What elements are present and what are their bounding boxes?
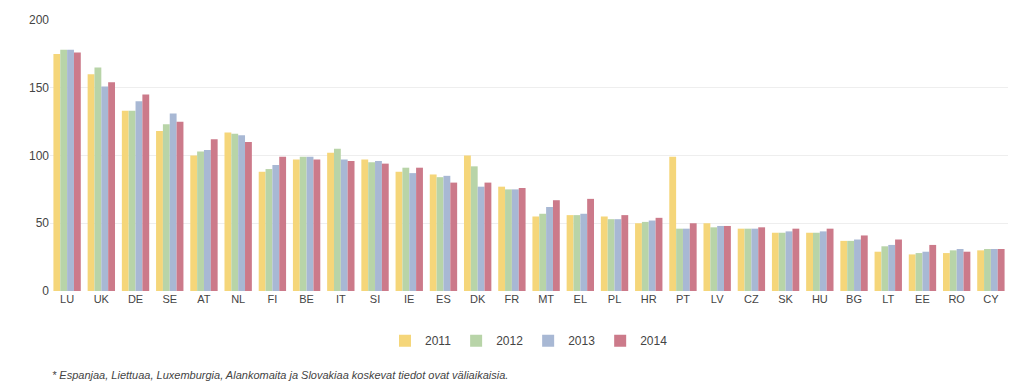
svg-text:BG: BG — [846, 293, 862, 305]
svg-text:2013: 2013 — [568, 334, 595, 348]
svg-text:50: 50 — [36, 216, 50, 230]
svg-text:MT: MT — [538, 293, 554, 305]
svg-text:IT: IT — [336, 293, 346, 305]
svg-text:SE: SE — [162, 293, 177, 305]
svg-text:CY: CY — [983, 293, 999, 305]
svg-text:LT: LT — [882, 293, 894, 305]
svg-text:NL: NL — [231, 293, 245, 305]
svg-text:150: 150 — [29, 81, 49, 95]
svg-text:DK: DK — [470, 293, 486, 305]
svg-text:IE: IE — [404, 293, 414, 305]
svg-text:SK: SK — [778, 293, 793, 305]
svg-text:SI: SI — [370, 293, 380, 305]
svg-text:FI: FI — [267, 293, 277, 305]
svg-text:CZ: CZ — [744, 293, 759, 305]
svg-text:EL: EL — [574, 293, 587, 305]
svg-text:2012: 2012 — [496, 334, 523, 348]
svg-text:BE: BE — [299, 293, 314, 305]
svg-text:RO: RO — [948, 293, 965, 305]
svg-text:PT: PT — [676, 293, 690, 305]
svg-text:100: 100 — [29, 149, 49, 163]
svg-text:0: 0 — [42, 284, 49, 298]
svg-text:LU: LU — [60, 293, 74, 305]
svg-text:200: 200 — [29, 13, 49, 27]
svg-text:2011: 2011 — [425, 334, 451, 348]
svg-text:FR: FR — [505, 293, 520, 305]
svg-text:LV: LV — [711, 293, 724, 305]
svg-text:AT: AT — [197, 293, 211, 305]
svg-text:2014: 2014 — [640, 334, 667, 348]
svg-text:PL: PL — [608, 293, 621, 305]
svg-text:UK: UK — [94, 293, 110, 305]
svg-text:ES: ES — [436, 293, 451, 305]
svg-text:* Espanjaa, Liettuaa, Luxembur: * Espanjaa, Liettuaa, Luxemburgia, Alank… — [52, 369, 508, 381]
svg-text:HU: HU — [812, 293, 828, 305]
svg-text:EE: EE — [915, 293, 930, 305]
svg-text:HR: HR — [641, 293, 657, 305]
svg-text:DE: DE — [128, 293, 143, 305]
